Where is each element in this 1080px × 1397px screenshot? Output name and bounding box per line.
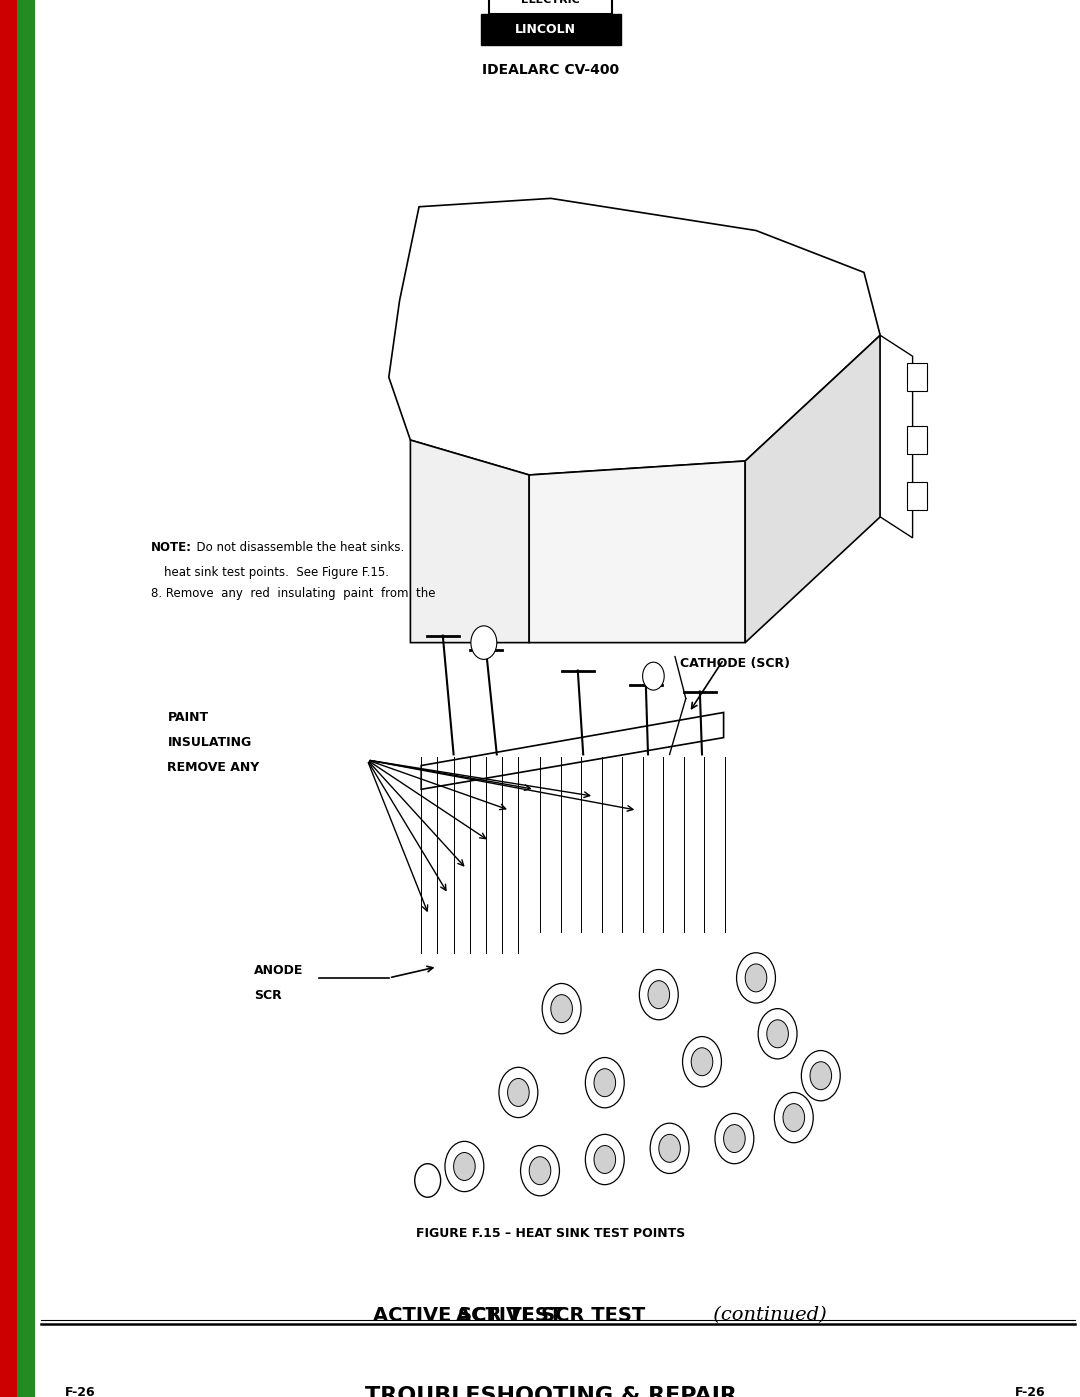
Circle shape xyxy=(415,1164,441,1197)
Text: Return to Section TOC: Return to Section TOC xyxy=(4,372,13,467)
Text: REMOVE ANY: REMOVE ANY xyxy=(167,761,259,774)
Text: ACTIVE SCR TEST: ACTIVE SCR TEST xyxy=(456,1306,646,1326)
Text: PAINT: PAINT xyxy=(167,711,208,724)
Circle shape xyxy=(508,1078,529,1106)
Circle shape xyxy=(650,1123,689,1173)
Circle shape xyxy=(529,1157,551,1185)
Text: ANODE: ANODE xyxy=(254,964,303,977)
Text: F-26: F-26 xyxy=(1015,1386,1045,1397)
Text: NOTE:: NOTE: xyxy=(151,541,192,553)
Text: heat sink test points.  See Figure F.15.: heat sink test points. See Figure F.15. xyxy=(164,566,389,578)
Polygon shape xyxy=(421,712,724,789)
Circle shape xyxy=(499,1067,538,1118)
Text: Return to Section TOC: Return to Section TOC xyxy=(4,735,13,830)
Bar xyxy=(907,363,927,391)
Circle shape xyxy=(683,1037,721,1087)
Circle shape xyxy=(801,1051,840,1101)
Circle shape xyxy=(594,1069,616,1097)
Text: ACTIVE SCR TEST: ACTIVE SCR TEST xyxy=(456,1306,646,1326)
Bar xyxy=(907,426,927,454)
Bar xyxy=(0,0,17,1397)
Circle shape xyxy=(445,1141,484,1192)
Text: Return to Master TOC: Return to Master TOC xyxy=(22,288,30,383)
Polygon shape xyxy=(880,335,913,538)
Text: Return to Section TOC: Return to Section TOC xyxy=(4,1126,13,1221)
Circle shape xyxy=(551,995,572,1023)
Text: ®: ® xyxy=(612,36,619,42)
Polygon shape xyxy=(410,440,529,643)
Circle shape xyxy=(783,1104,805,1132)
Circle shape xyxy=(594,1146,616,1173)
Bar xyxy=(907,482,927,510)
Circle shape xyxy=(585,1134,624,1185)
Circle shape xyxy=(724,1125,745,1153)
Text: FIGURE F.15 – HEAT SINK TEST POINTS: FIGURE F.15 – HEAT SINK TEST POINTS xyxy=(416,1227,686,1239)
Text: (continued): (continued) xyxy=(707,1306,827,1324)
Text: Return to Master TOC: Return to Master TOC xyxy=(22,1042,30,1137)
Text: ACTIVE SCR TEST: ACTIVE SCR TEST xyxy=(373,1306,562,1326)
Circle shape xyxy=(715,1113,754,1164)
Circle shape xyxy=(471,626,497,659)
FancyBboxPatch shape xyxy=(489,0,612,14)
Text: LINCOLN: LINCOLN xyxy=(515,22,576,36)
Text: SCR: SCR xyxy=(254,989,282,1002)
Polygon shape xyxy=(745,335,880,643)
Polygon shape xyxy=(389,198,880,475)
Text: Do not disassemble the heat sinks.: Do not disassemble the heat sinks. xyxy=(189,541,404,553)
Circle shape xyxy=(454,1153,475,1180)
Text: INSULATING: INSULATING xyxy=(167,736,252,749)
Circle shape xyxy=(737,953,775,1003)
Circle shape xyxy=(691,1048,713,1076)
Circle shape xyxy=(542,983,581,1034)
Circle shape xyxy=(758,1009,797,1059)
Text: CATHODE (SCR): CATHODE (SCR) xyxy=(680,657,791,669)
Bar xyxy=(17,0,35,1397)
Circle shape xyxy=(648,981,670,1009)
Circle shape xyxy=(774,1092,813,1143)
FancyBboxPatch shape xyxy=(481,14,621,45)
Polygon shape xyxy=(529,461,745,643)
Text: ELECTRIC: ELECTRIC xyxy=(522,0,580,6)
Circle shape xyxy=(767,1020,788,1048)
Circle shape xyxy=(521,1146,559,1196)
Circle shape xyxy=(585,1058,624,1108)
Text: Return to Master TOC: Return to Master TOC xyxy=(22,651,30,746)
Text: 8. Remove  any  red  insulating  paint  from  the: 8. Remove any red insulating paint from … xyxy=(151,587,435,599)
Circle shape xyxy=(639,970,678,1020)
Circle shape xyxy=(659,1134,680,1162)
Text: Return to Section TOC: Return to Section TOC xyxy=(4,64,13,159)
Circle shape xyxy=(810,1062,832,1090)
Text: TROUBLESHOOTING & REPAIR: TROUBLESHOOTING & REPAIR xyxy=(365,1386,737,1397)
Text: IDEALARC CV-400: IDEALARC CV-400 xyxy=(483,63,619,77)
Circle shape xyxy=(643,662,664,690)
Circle shape xyxy=(745,964,767,992)
Text: F-26: F-26 xyxy=(65,1386,95,1397)
Text: Return to Master TOC: Return to Master TOC xyxy=(22,0,30,89)
